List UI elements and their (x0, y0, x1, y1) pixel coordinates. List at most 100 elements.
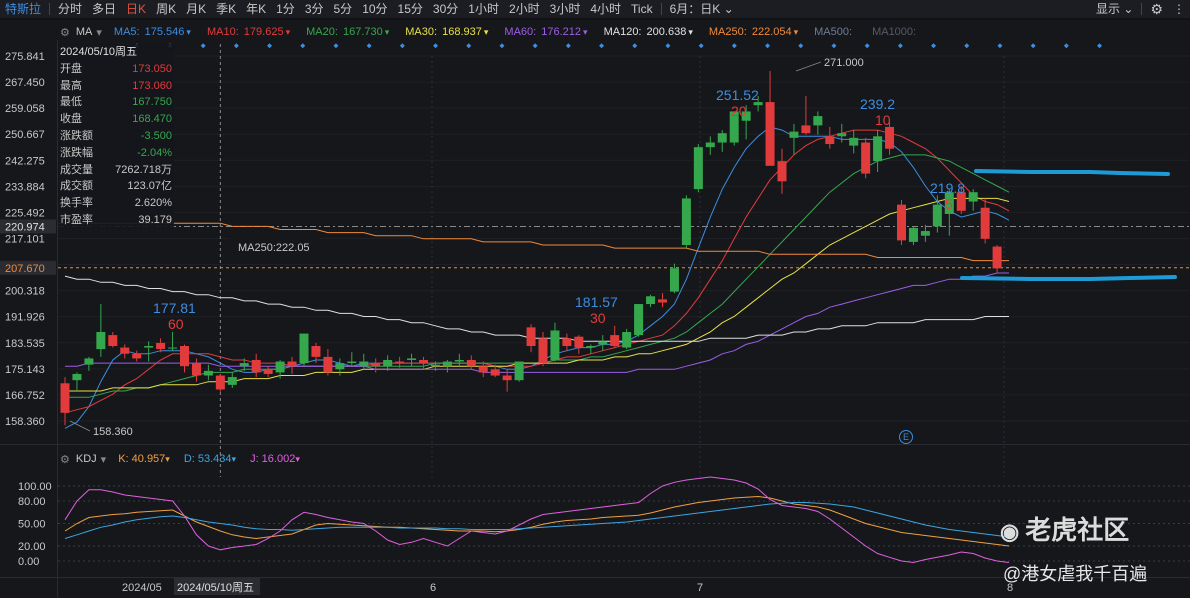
candle-body (191, 363, 201, 376)
candle-body (430, 364, 440, 367)
ma-value: 179.625 (240, 26, 284, 38)
period-tab-2[interactable]: 日K (126, 2, 147, 16)
y-tick-label: 259.058 (5, 103, 45, 115)
period-tab-12[interactable]: 30分 (432, 2, 459, 16)
ma-items: MA5: 175.546 ▾ MA10: 179.625 ▾ MA20: 167.730… (114, 26, 936, 38)
event-badge-icon[interactable]: E (899, 430, 913, 444)
period-tab-7[interactable]: 1分 (276, 2, 295, 16)
chevron-down-icon: ▾ (165, 454, 170, 464)
candle-body (789, 131, 799, 138)
x-tick-label: 2024/05 (122, 582, 162, 594)
divider (1141, 3, 1143, 15)
period-tab-1[interactable]: 多日 (92, 2, 117, 16)
chevron-down-icon: ⌄ (1123, 2, 1134, 16)
y-tick-label: 191.926 (5, 312, 45, 324)
candle-body (813, 116, 823, 126)
chevron-down-icon[interactable]: ▾ (96, 26, 102, 39)
ma-value: 167.730 (339, 26, 383, 38)
gear-icon[interactable]: ⚙ (60, 26, 70, 39)
candle-body (681, 198, 691, 246)
candle-body (215, 375, 225, 390)
period-tab-17[interactable]: Tick (631, 2, 653, 16)
candle-body (478, 366, 488, 373)
event-dot-icon (300, 43, 306, 49)
support-stroke (960, 275, 1177, 281)
period-tab-5[interactable]: 季K (216, 2, 237, 16)
period-tab-9[interactable]: 5分 (333, 2, 353, 16)
ma-item-7[interactable]: MA500: (814, 26, 858, 38)
gear-icon[interactable]: ⚙ (1150, 1, 1163, 17)
candle-body (920, 231, 930, 236)
period-tab-6[interactable]: 年K (246, 2, 267, 16)
candle-body (96, 332, 106, 350)
period-tab-14[interactable]: 2小时 (508, 2, 540, 16)
ma-label: MA20: (306, 26, 338, 38)
info-label: 最高 (60, 79, 82, 92)
ma-item-2[interactable]: MA20: 167.730 ▾ (306, 26, 391, 38)
ma-item-4[interactable]: MA60: 176.212 ▾ (504, 26, 589, 38)
candle-body (717, 133, 727, 143)
ma-line-ma250 (65, 222, 1009, 262)
info-row: 最低 167.750 (58, 94, 174, 111)
period-tab-3[interactable]: 周K (156, 2, 177, 16)
interval-select[interactable]: 6月：日K ⌄ (665, 0, 739, 18)
period-tab-10[interactable]: 10分 (362, 2, 388, 16)
period-tab-0[interactable]: 分时 (58, 2, 83, 16)
ma-indicator-name[interactable]: MA (75, 26, 93, 38)
info-value: 2.620% (134, 197, 172, 210)
candle-body (885, 126, 895, 149)
info-date: 2024/05/10周五 (60, 46, 138, 58)
ma-item-8[interactable]: MA1000: (872, 26, 922, 38)
stock-name[interactable]: 特斯拉 (5, 2, 42, 16)
ma-item-3[interactable]: MA30: 168.937 ▾ (405, 26, 490, 38)
toolbar-separator (0, 18, 1190, 20)
period-tab-13[interactable]: 1小时 (468, 2, 499, 16)
period-tab-15[interactable]: 3小时 (549, 2, 581, 16)
candle-body (693, 147, 703, 190)
ma-item-1[interactable]: MA10: 179.625 ▾ (207, 26, 292, 38)
display-button[interactable]: 显示 ⌄ (1091, 0, 1138, 18)
info-row: 成交量 7262.718万 (58, 162, 174, 179)
candle-body (371, 363, 381, 367)
y-tick-label: 175.143 (5, 364, 45, 376)
candle-body (490, 369, 500, 376)
period-tab-4[interactable]: 月K (186, 2, 207, 16)
event-dot-icon (200, 43, 206, 49)
info-label: 成交量 (60, 163, 93, 176)
kdj-value: 53.434 (194, 453, 232, 465)
kdj-line-j (64, 476, 1010, 564)
event-dot-icon (1063, 43, 1069, 49)
ma250-tooltip: MA250:222.05 (238, 242, 310, 254)
candle-body (203, 370, 213, 376)
kdj-item-1[interactable]: D: 53.434▾ (184, 453, 236, 465)
kdj-indicator-name[interactable]: KDJ (75, 453, 97, 465)
event-dot-icon (997, 43, 1003, 49)
kdj-item-0[interactable]: K: 40.957▾ (118, 453, 170, 465)
candle-body (132, 353, 142, 359)
period-tab-8[interactable]: 3分 (304, 2, 324, 16)
chevron-down-icon[interactable]: ▾ (100, 453, 107, 466)
kdj-item-2[interactable]: J: 16.002▾ (250, 453, 300, 465)
event-dot-icon (765, 43, 771, 49)
candle-body (837, 133, 847, 137)
period-tab-11[interactable]: 15分 (397, 2, 423, 16)
period-tab-16[interactable]: 4小时 (590, 2, 622, 16)
info-value: 7262.718万 (115, 163, 172, 176)
ma-item-5[interactable]: MA120: 200.638 ▾ (604, 26, 695, 38)
event-dot-icon (698, 43, 704, 49)
kdj-line-k (64, 495, 1010, 547)
event-dot-icon (731, 43, 737, 49)
kdj-items: K: 40.957▾ D: 53.434▾ J: 16.002▾ (118, 453, 314, 465)
gear-icon[interactable]: ⚙ (60, 453, 70, 466)
ma-item-6[interactable]: MA250: 222.054 ▾ (709, 26, 800, 38)
ma-label: MA30: (405, 26, 438, 38)
more-icon[interactable]: ⋮ (1173, 2, 1185, 16)
low-price-leader (69, 420, 91, 432)
candle-body (239, 363, 249, 367)
wave-count-label: 20 (731, 103, 747, 119)
candle-body (574, 336, 584, 348)
candle-body (144, 345, 154, 348)
ma-item-0[interactable]: MA5: 175.546 ▾ (114, 26, 193, 38)
event-dot-icon (665, 43, 671, 49)
